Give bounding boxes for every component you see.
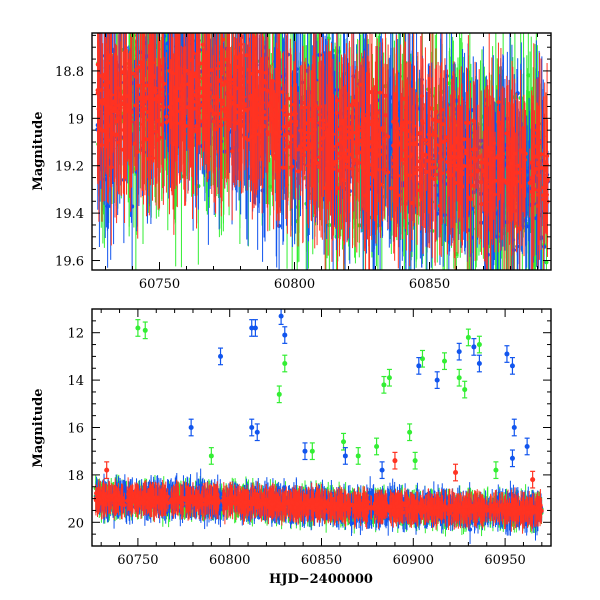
data-point-red (438, 143, 443, 148)
data-point-red (150, 60, 155, 65)
data-point-green (103, 27, 107, 31)
data-point-red (441, 139, 446, 144)
data-point-red (155, 93, 161, 99)
data-point-green (526, 73, 531, 78)
data-point-red (312, 158, 317, 163)
data-point-green (121, 15, 125, 19)
data-point-red (190, 29, 194, 33)
data-point-red (405, 142, 410, 147)
data-point-red (129, 110, 134, 115)
data-point-red (265, 132, 270, 137)
data-point-blue (181, 21, 185, 25)
data-point-red (384, 133, 390, 138)
data-point-red (493, 178, 498, 183)
data-point-red (264, 70, 269, 75)
data-point-red (116, 116, 121, 121)
data-point-red (141, 88, 147, 93)
data-point-red (491, 141, 497, 146)
data-point-green (174, 4, 178, 8)
data-point-red (366, 184, 371, 189)
data-point-red (432, 176, 437, 182)
data-point-red (116, 140, 121, 145)
data-point-green (230, 21, 234, 25)
data-point-red (454, 138, 459, 144)
data-point-red (309, 145, 314, 150)
data-point-red (215, 66, 220, 71)
data-point-red (424, 169, 429, 175)
data-point-red (350, 166, 355, 172)
data-point-red (430, 159, 435, 164)
data-point-red (335, 186, 340, 191)
data-point-red (539, 165, 544, 171)
data-point-blue (165, 41, 170, 46)
data-point-red (291, 112, 296, 117)
data-point-red (407, 173, 412, 178)
data-point-red (456, 154, 461, 159)
data-point-red (543, 160, 548, 166)
data-point-red (230, 149, 235, 154)
data-point-red (283, 165, 288, 170)
data-point-red (225, 121, 230, 127)
data-point-red (256, 132, 261, 137)
data-point-red (131, 71, 136, 76)
data-point-red (504, 180, 509, 186)
data-point-red (506, 177, 512, 182)
data-point-red (295, 169, 301, 174)
data-point-red (213, 101, 219, 106)
data-point-green (251, 19, 255, 23)
data-point-red (160, 87, 165, 92)
data-point-red (398, 132, 404, 137)
data-point-red (522, 157, 528, 162)
data-point-red (183, 123, 188, 129)
data-point-green (243, 20, 247, 24)
data-point-green (174, 22, 178, 26)
data-point-red (153, 88, 158, 93)
data-point-red (433, 133, 438, 138)
data-point-blue (273, 19, 277, 23)
data-point-red (496, 153, 501, 158)
data-point-red (367, 89, 373, 95)
data-point-red (133, 74, 139, 79)
data-point-green (544, 260, 549, 265)
data-point-red (126, 107, 132, 112)
data-point-blue (260, 188, 265, 193)
data-point-red (479, 202, 484, 207)
data-point-red (222, 109, 227, 114)
data-point-red (389, 186, 394, 191)
data-point-red (147, 117, 152, 122)
data-point-blue (534, 216, 539, 221)
data-point-red (303, 105, 308, 110)
data-point-blue (110, 0, 114, 2)
data-point-red (478, 179, 483, 185)
data-point-red (150, 156, 155, 161)
data-point-red (417, 159, 422, 164)
data-point-red (182, 131, 187, 136)
data-point-red (443, 135, 448, 140)
data-point-red (164, 114, 169, 119)
data-point-blue (242, 19, 246, 23)
data-point-red (451, 154, 457, 159)
data-point-red (517, 226, 522, 231)
data-point-red (430, 165, 435, 170)
data-point-red (120, 70, 126, 75)
data-point-red (452, 148, 457, 153)
data-point-red (363, 193, 368, 198)
data-point-red (246, 79, 251, 84)
data-point-red (244, 107, 249, 112)
data-point-blue (103, 177, 108, 182)
data-point-red (370, 172, 375, 177)
data-point-blue (193, 13, 197, 17)
data-point-red (380, 125, 385, 131)
top-data-points (95, 0, 551, 270)
data-point-blue (180, 26, 184, 30)
data-point-blue (237, 26, 241, 30)
